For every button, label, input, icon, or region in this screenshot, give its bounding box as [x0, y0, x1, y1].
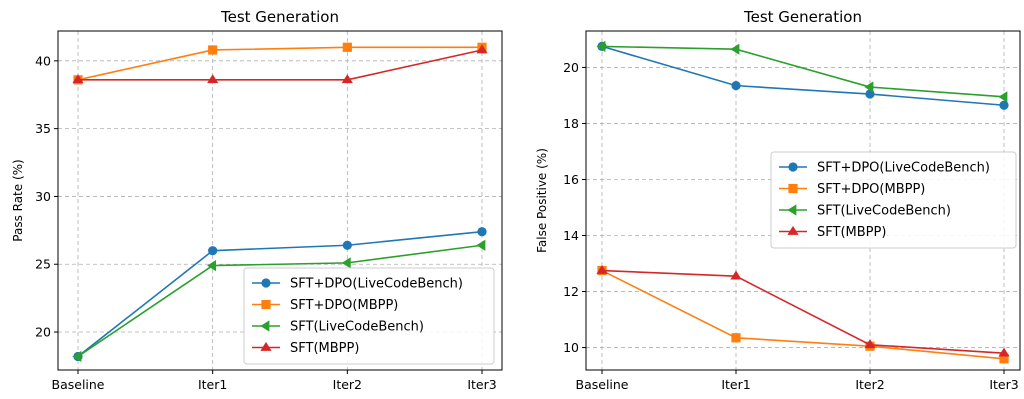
y-tick-label: 25 [35, 257, 51, 272]
chart-title: Test Generation [220, 8, 339, 26]
series-2 [72, 239, 486, 363]
plot-frame [57, 30, 503, 371]
x-tick-label: Baseline [52, 377, 105, 392]
data-point [208, 45, 218, 55]
data-point [207, 259, 217, 272]
series-line [601, 45, 1005, 107]
data-point [476, 239, 486, 251]
x-tick-label: Iter3 [989, 377, 1018, 392]
data-point [864, 81, 874, 93]
y-axis-label: Pass Rate (%) [11, 159, 25, 241]
data-point [72, 74, 84, 84]
data-point [207, 74, 219, 84]
legend: SFT+DPO(LiveCodeBench) SFT+DPO(MBPP) SFT(L… [243, 267, 495, 365]
data-point [341, 257, 351, 269]
legend-box [243, 267, 495, 365]
x-tick-label: Iter2 [855, 377, 884, 392]
y-tick-label: 14 [563, 228, 579, 243]
series-line [601, 269, 1005, 354]
false-positive-chart: Test Generation False Positive (%) Baselin… [535, 8, 1021, 392]
legend-marker [260, 320, 270, 332]
x-tick-label: Iter3 [467, 377, 496, 392]
series-3 [72, 44, 488, 84]
legend-marker [261, 278, 271, 288]
y-tick-label: 10 [563, 340, 579, 355]
data-point [72, 350, 82, 363]
x-tick-label: Iter1 [198, 377, 227, 392]
series-line [78, 49, 483, 81]
legend-label: SFT+DPO(MBPP) [290, 298, 398, 313]
series-3 [596, 264, 1010, 357]
y-tick-label: 40 [35, 53, 51, 68]
y-tick-label: 20 [563, 60, 579, 75]
series-line [77, 230, 483, 358]
series-1 [73, 42, 487, 85]
series-1 [597, 265, 1009, 364]
data-point [596, 264, 608, 274]
y-tick-label: 12 [563, 284, 579, 299]
legend-box [770, 151, 1017, 249]
data-point [864, 339, 876, 349]
pass-rate-chart: Test Generation Pass Rate (%) Baseline Iter… [11, 8, 503, 392]
legend-label: SFT+DPO(LiveCodeBench) [290, 277, 463, 292]
legend-label: SFT(LiveCodeBench) [290, 320, 424, 335]
grid-lines [58, 31, 502, 370]
legend-marker [788, 183, 798, 194]
y-tick-label: 18 [563, 116, 579, 131]
data-point [999, 100, 1009, 110]
data-point [341, 74, 353, 84]
data-point [998, 347, 1010, 357]
data-point [476, 44, 488, 54]
legend-marker [787, 225, 799, 235]
data-point [998, 91, 1008, 103]
legend-marker [261, 299, 271, 310]
data-point [477, 227, 487, 237]
x-tick-label: Iter2 [333, 377, 362, 392]
data-point [731, 333, 741, 343]
series-line [601, 269, 1005, 360]
legend: SFT+DPO(LiveCodeBench) SFT+DPO(MBPP) SFT(L… [770, 151, 1017, 249]
legend-label: SFT(MBPP) [817, 225, 886, 240]
legend-label: SFT+DPO(LiveCodeBench) [817, 161, 990, 176]
legend-marker [260, 341, 272, 351]
legend-label: SFT(LiveCodeBench) [817, 204, 951, 219]
y-axis-label: False Positive (%) [535, 148, 549, 253]
x-tick-label: Iter1 [721, 377, 750, 392]
y-tick-label: 30 [35, 189, 51, 204]
chart-title: Test Generation [743, 8, 862, 26]
legend-label: SFT+DPO(MBPP) [817, 182, 925, 197]
data-point [730, 270, 742, 280]
y-tick-label: 20 [35, 325, 51, 340]
series-line [77, 46, 482, 81]
data-point [999, 354, 1009, 364]
legend-label: SFT(MBPP) [290, 341, 359, 356]
data-point [208, 246, 218, 256]
series-0 [597, 41, 1009, 110]
series-2 [596, 40, 1008, 103]
series-line [601, 45, 1005, 98]
y-tick-label: 35 [35, 121, 51, 136]
data-point [731, 81, 741, 91]
data-point [342, 240, 352, 250]
series-line [77, 244, 483, 358]
data-point [730, 43, 740, 55]
legend-marker [787, 204, 797, 216]
data-point [596, 40, 606, 53]
x-tick-label: Baseline [576, 377, 629, 392]
plot-frame [585, 30, 1021, 371]
legend-marker [788, 162, 798, 172]
y-tick-label: 16 [563, 172, 579, 187]
data-point [342, 42, 352, 52]
